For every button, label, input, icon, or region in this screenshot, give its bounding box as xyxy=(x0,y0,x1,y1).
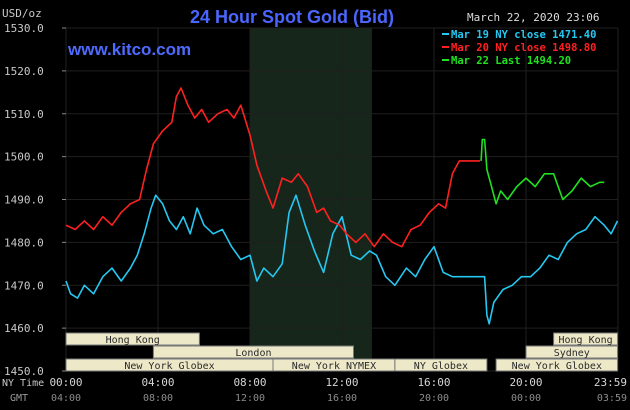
session-bar: NY Globex xyxy=(395,359,487,372)
session-label: NY Globex xyxy=(414,361,468,372)
session-bar: New York Globex xyxy=(66,359,273,372)
session-label: Hong Kong xyxy=(106,335,160,346)
ny-time-tick: 08:00 xyxy=(233,376,266,389)
legend-item-mar19: Mar 19 NY close 1471.40 xyxy=(451,29,596,41)
chart-title: 24 Hour Spot Gold (Bid) xyxy=(190,7,394,27)
unit-label: USD/oz xyxy=(2,7,42,20)
ny-time-tick: 04:00 xyxy=(141,376,174,389)
website-link[interactable]: www.kitco.com xyxy=(67,40,191,59)
session-label: New York NYMEX xyxy=(292,361,376,372)
ny-time-tick: 00:00 xyxy=(49,376,82,389)
session-bar: Hong Kong xyxy=(554,333,618,346)
gmt-tick: 08:00 xyxy=(143,393,173,404)
y-tick-label: 1450.0 xyxy=(4,365,44,378)
session-bar: Hong Kong xyxy=(66,333,199,346)
session-label: London xyxy=(235,348,271,359)
ny-time-tick: 23:59 xyxy=(594,376,627,389)
ny-time-tick: 20:00 xyxy=(509,376,542,389)
gmt-tick: 03:59 xyxy=(597,393,627,404)
y-tick-label: 1530.0 xyxy=(4,22,44,35)
session-label: New York Globex xyxy=(124,361,214,372)
session-bar: London xyxy=(153,346,353,359)
legend-item-mar22: Mar 22 Last 1494.20 xyxy=(451,55,571,67)
session-bar: New York NYMEX xyxy=(273,359,395,372)
ny-time-tick: 16:00 xyxy=(417,376,450,389)
timestamp: March 22, 2020 23:06 xyxy=(467,11,599,24)
ny-time-tick: 12:00 xyxy=(325,376,358,389)
session-label: New York Globex xyxy=(512,361,602,372)
y-tick-label: 1510.0 xyxy=(4,108,44,121)
gmt-tick: 12:00 xyxy=(235,393,265,404)
session-bar: New York Globex xyxy=(496,359,617,372)
ny-time-label: NY Time xyxy=(2,378,44,389)
y-tick-label: 1490.0 xyxy=(4,194,44,207)
y-tick-label: 1480.0 xyxy=(4,236,44,249)
gmt-tick: 00:00 xyxy=(511,393,541,404)
session-label: Sydney xyxy=(554,348,590,359)
y-tick-label: 1460.0 xyxy=(4,322,44,335)
session-bar: Sydney xyxy=(526,346,618,359)
gmt-tick: 20:00 xyxy=(419,393,449,404)
gmt-label: GMT xyxy=(10,393,28,404)
y-tick-label: 1500.0 xyxy=(4,151,44,164)
legend-item-mar20: Mar 20 NY close 1498.80 xyxy=(451,42,596,54)
session-label: Hong Kong xyxy=(558,335,612,346)
y-tick-label: 1470.0 xyxy=(4,279,44,292)
y-tick-label: 1520.0 xyxy=(4,65,44,78)
gmt-tick: 16:00 xyxy=(327,393,357,404)
gmt-tick: 04:00 xyxy=(51,393,81,404)
